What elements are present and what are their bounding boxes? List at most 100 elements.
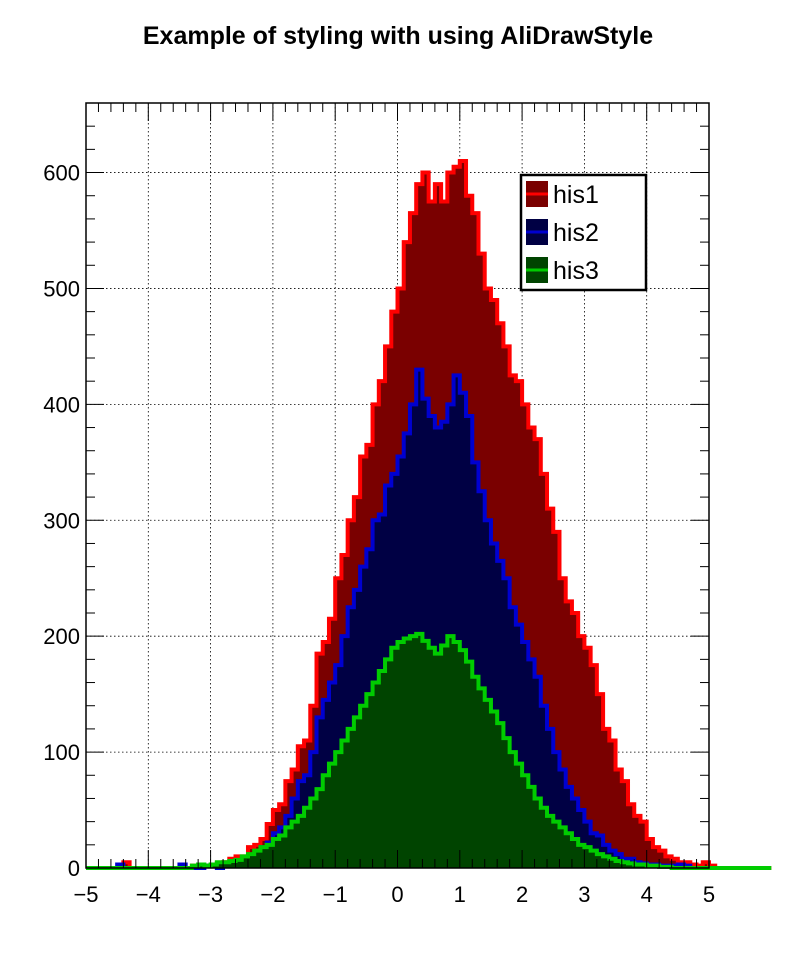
his3-bar bbox=[254, 850, 261, 868]
his3-bar bbox=[347, 728, 355, 868]
his1-bar bbox=[596, 694, 604, 868]
his1-bar bbox=[628, 804, 635, 868]
his2-bar bbox=[490, 543, 498, 868]
his2-bar bbox=[584, 821, 592, 868]
his1-bar bbox=[646, 839, 654, 868]
his3-bar bbox=[266, 844, 274, 868]
y-tick-label: 0 bbox=[68, 856, 80, 881]
y-tick-label: 500 bbox=[43, 276, 80, 301]
his3-bar bbox=[590, 850, 598, 868]
his3-bar bbox=[466, 661, 473, 868]
his3-bar bbox=[378, 670, 386, 868]
x-tick-label: 2 bbox=[516, 882, 528, 907]
his2-bar bbox=[484, 520, 492, 868]
his3-bar bbox=[571, 839, 579, 868]
his3-bar bbox=[335, 752, 342, 868]
x-tick-label: 5 bbox=[703, 882, 715, 907]
series-layer bbox=[86, 158, 772, 870]
his3-bar bbox=[247, 854, 255, 868]
his3-bar bbox=[528, 786, 536, 868]
his1-bar bbox=[665, 856, 673, 868]
his3-bar bbox=[441, 645, 448, 868]
his3-bar bbox=[397, 641, 405, 868]
his1-bar bbox=[609, 740, 617, 868]
his3-bar bbox=[229, 861, 237, 868]
x-tick-label: 0 bbox=[391, 882, 403, 907]
his3-bar bbox=[522, 775, 529, 868]
x-tick-label: −4 bbox=[136, 882, 161, 907]
his2-bar bbox=[434, 427, 442, 868]
his3-bar bbox=[223, 862, 230, 868]
his2-bar bbox=[428, 415, 436, 868]
his3-bar bbox=[497, 723, 504, 868]
his3-bar bbox=[235, 859, 243, 868]
x-tick-labels: −5 −4 −3 −2 −1 0 1 2 3 4 5 bbox=[73, 882, 715, 907]
his1-bar bbox=[534, 439, 542, 868]
his3-bar bbox=[385, 659, 392, 868]
his3-bar bbox=[447, 636, 455, 868]
his1-bar bbox=[615, 769, 623, 868]
his3-bar bbox=[628, 863, 635, 868]
his3-bar bbox=[341, 740, 349, 868]
his2-bar bbox=[553, 752, 560, 868]
legend-item-his1: his1 bbox=[526, 181, 599, 209]
his1-bar bbox=[640, 821, 648, 868]
his3-bar bbox=[534, 798, 542, 868]
his3-bar bbox=[409, 636, 417, 868]
his1-bar bbox=[584, 647, 592, 868]
his3-bar bbox=[472, 676, 479, 868]
his2-bar bbox=[453, 375, 461, 868]
his2-bar bbox=[534, 676, 542, 868]
his3-bar bbox=[584, 847, 592, 868]
y-tick-label: 200 bbox=[43, 624, 80, 649]
his1-bar bbox=[123, 862, 131, 868]
his2-bar bbox=[565, 786, 573, 868]
x-tick-label: −1 bbox=[323, 882, 348, 907]
his3-bar bbox=[285, 827, 293, 868]
his3-bar bbox=[434, 653, 442, 868]
his1-bar bbox=[559, 578, 567, 868]
his3-bar bbox=[316, 789, 324, 868]
x-tick-label: −3 bbox=[198, 882, 223, 907]
his3-bar bbox=[304, 807, 311, 868]
legend: his1 his2 his3 bbox=[519, 173, 648, 292]
his1-bar bbox=[659, 850, 666, 868]
his3-bar bbox=[615, 861, 623, 868]
his3-bar bbox=[540, 807, 548, 868]
his1-bar bbox=[571, 613, 579, 868]
his3-bar bbox=[478, 688, 486, 868]
his2-bar bbox=[528, 659, 536, 868]
his2-bar bbox=[547, 728, 554, 868]
his1-bar bbox=[540, 473, 548, 868]
his3-bar bbox=[216, 862, 224, 868]
his3-bar bbox=[553, 821, 560, 868]
y-tick-label: 600 bbox=[43, 161, 80, 186]
his1-bar bbox=[528, 427, 536, 868]
series-his3 bbox=[86, 631, 772, 870]
x-tick-label: 4 bbox=[641, 882, 653, 907]
his3-bar bbox=[366, 694, 374, 868]
his1-bar bbox=[565, 601, 573, 868]
his2-bar bbox=[509, 607, 517, 868]
his3-bar bbox=[603, 856, 610, 868]
his3-bar bbox=[403, 638, 411, 868]
his3-bar bbox=[241, 856, 249, 868]
his1-bar bbox=[553, 531, 560, 868]
his1-bar bbox=[671, 858, 679, 868]
his3-bar bbox=[565, 833, 573, 868]
his1-bar bbox=[590, 665, 598, 868]
his3-bar bbox=[490, 711, 498, 868]
his1-bar bbox=[621, 781, 629, 868]
his3-bar bbox=[372, 682, 380, 868]
his3-bar bbox=[279, 835, 286, 868]
his2-bar bbox=[478, 491, 486, 868]
his2-bar bbox=[515, 624, 523, 868]
his3-bar bbox=[328, 763, 336, 868]
his3-bar bbox=[484, 699, 492, 868]
legend-item-his3: his3 bbox=[526, 257, 599, 285]
his3-bar bbox=[559, 827, 567, 868]
y-tick-label: 300 bbox=[43, 508, 80, 533]
legend-item-his2: his2 bbox=[526, 219, 599, 247]
x-tick-label: 1 bbox=[454, 882, 466, 907]
his2-bar bbox=[497, 560, 504, 868]
